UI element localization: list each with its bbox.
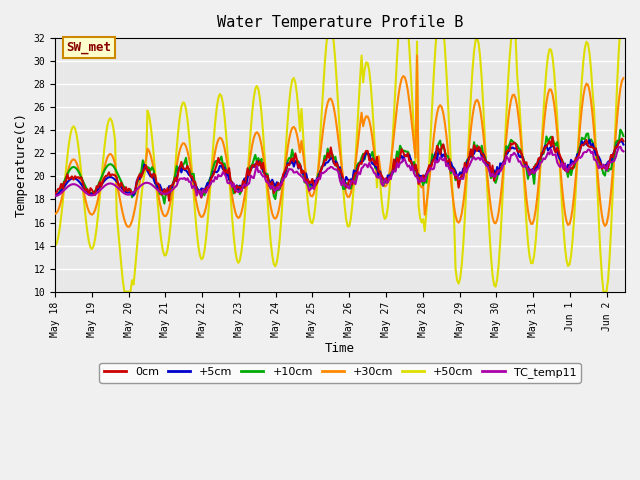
Title: Water Temperature Profile B: Water Temperature Profile B [217,15,463,30]
Y-axis label: Temperature(C): Temperature(C) [15,112,28,217]
Text: SW_met: SW_met [67,41,111,54]
X-axis label: Time: Time [325,342,355,355]
Legend: 0cm, +5cm, +10cm, +30cm, +50cm, TC_temp11: 0cm, +5cm, +10cm, +30cm, +50cm, TC_temp1… [99,363,580,383]
